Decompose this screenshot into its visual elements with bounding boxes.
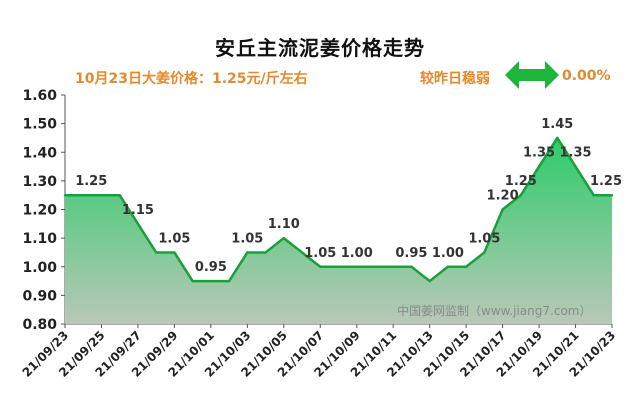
change-label: 较昨日稳弱 — [420, 71, 490, 87]
data-point — [464, 265, 468, 268]
data-label: 1.10 — [268, 217, 300, 232]
data-point — [246, 251, 249, 254]
data-label: 1.05 — [158, 231, 190, 246]
y-tick-label: 1.50 — [22, 117, 57, 133]
data-label: 1.05 — [231, 231, 263, 246]
data-label: 1.00 — [341, 246, 373, 261]
y-tick-label: 1.20 — [22, 203, 57, 219]
data-point — [428, 279, 431, 283]
y-tick-label: 1.00 — [22, 260, 57, 276]
data-point — [592, 193, 595, 197]
data-label: 1.00 — [432, 246, 464, 261]
data-point — [519, 193, 523, 197]
data-point — [300, 251, 304, 254]
data-point — [392, 265, 395, 268]
data-label: 1.15 — [122, 203, 154, 218]
data-point — [574, 165, 577, 168]
y-tick-label: 1.40 — [22, 145, 57, 161]
data-point — [610, 193, 614, 197]
data-label: 1.05 — [304, 246, 336, 261]
change-value: 0.00% — [562, 68, 611, 84]
area-fill — [65, 137, 612, 324]
data-point — [63, 193, 67, 197]
price-subtitle: 10月23日大姜价格：1.25元/斤左右 — [75, 71, 308, 87]
y-tick-label: 1.60 — [22, 88, 57, 104]
data-label: 1.45 — [541, 117, 573, 132]
data-label: 1.20 — [487, 189, 519, 204]
data-point — [227, 279, 231, 283]
data-label: 1.25 — [590, 174, 622, 189]
data-label: 0.95 — [395, 246, 427, 261]
data-point — [337, 265, 340, 268]
data-point — [209, 279, 213, 283]
data-label: 1.05 — [468, 231, 500, 246]
data-point — [355, 265, 358, 268]
data-point — [154, 251, 158, 254]
data-point — [191, 279, 194, 283]
data-label: 0.95 — [195, 260, 227, 275]
data-label: 1.25 — [75, 174, 107, 189]
data-point — [537, 165, 541, 168]
data-point — [82, 193, 85, 197]
data-point — [373, 265, 377, 268]
data-point — [136, 222, 140, 226]
y-tick-label: 1.10 — [22, 231, 57, 247]
chart-title: 安丘主流泥姜价格走势 — [215, 36, 425, 60]
data-label: 1.25 — [505, 174, 537, 189]
y-tick-label: 0.80 — [22, 317, 57, 333]
data-point — [100, 193, 103, 197]
y-tick-label: 0.90 — [22, 288, 57, 304]
double-arrow-icon — [505, 61, 559, 89]
data-point — [264, 251, 267, 254]
data-point — [556, 136, 559, 140]
data-point — [501, 208, 504, 211]
data-label: 1.35 — [523, 146, 555, 161]
data-point — [282, 236, 285, 240]
data-point — [410, 265, 413, 268]
data-point — [118, 193, 121, 197]
data-point — [446, 265, 450, 268]
data-point — [483, 251, 486, 254]
data-point — [173, 251, 176, 254]
y-tick-label: 1.30 — [22, 174, 57, 190]
watermark: 中国姜网监制（www.jiang7.com） — [397, 304, 592, 318]
data-point — [319, 265, 322, 268]
data-label: 1.35 — [559, 146, 591, 161]
